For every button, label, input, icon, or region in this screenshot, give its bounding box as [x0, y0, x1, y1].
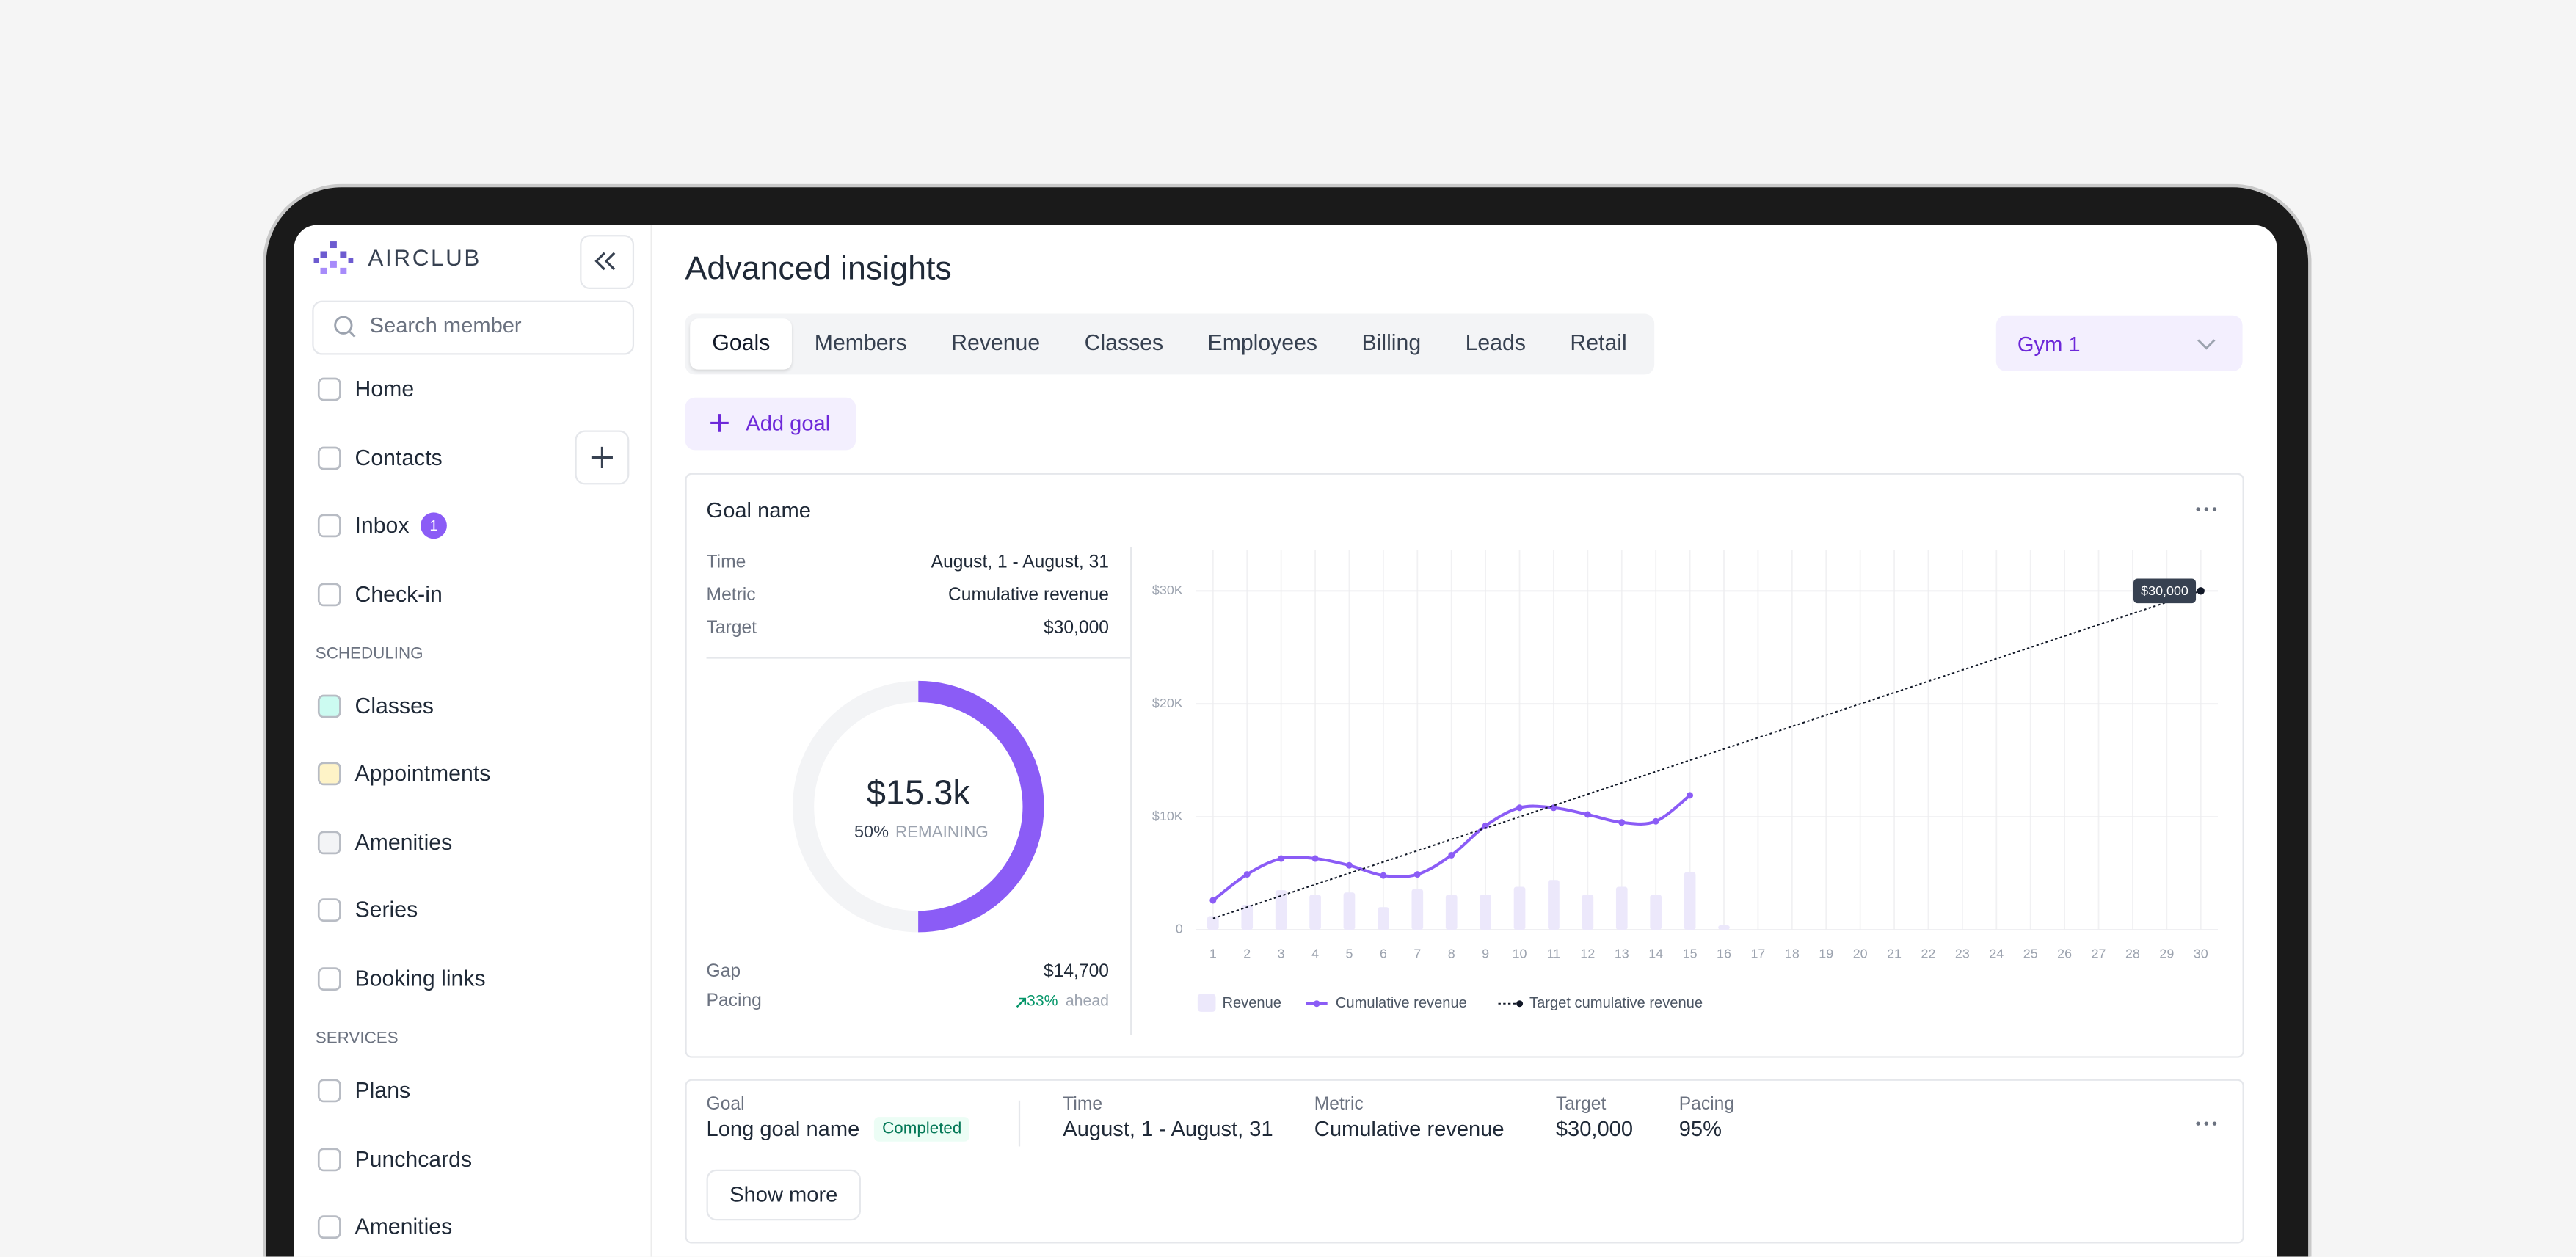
- pacing-label: Pacing: [706, 991, 762, 1011]
- add-goal-label: Add goal: [746, 410, 831, 436]
- search-box[interactable]: [312, 300, 635, 355]
- nav-item[interactable]: Amenities: [354, 1214, 453, 1239]
- field-value: $30,000: [1555, 1116, 1634, 1141]
- nav-item[interactable]: Check-in: [354, 581, 443, 607]
- tab[interactable]: Retail: [1570, 329, 1627, 355]
- status-badge: Completed: [873, 1117, 970, 1142]
- detail-label: Metric: [706, 586, 756, 605]
- detail-label: Target: [706, 618, 757, 638]
- show-more-button[interactable]: [706, 1169, 861, 1221]
- nav-item[interactable]: Inbox: [354, 512, 410, 538]
- page-title: Advanced insights: [685, 251, 952, 288]
- detail-value: Cumulative revenue: [947, 586, 1109, 605]
- divider: [1018, 1100, 1021, 1147]
- add-contact-button[interactable]: [575, 430, 630, 485]
- divider: [706, 657, 1131, 659]
- nav-item[interactable]: Plans: [354, 1078, 411, 1103]
- field-value: 95%: [1678, 1116, 1722, 1141]
- tab-bar: Goals Members Revenue Classes Employees Billi…: [685, 313, 1654, 375]
- pacing-note: ahead: [1065, 992, 1109, 1011]
- tab[interactable]: Members: [814, 329, 907, 355]
- field-value: August, 1 - August, 31: [1063, 1116, 1273, 1141]
- field-label: Goal: [706, 1094, 745, 1115]
- section-title: SCHEDULING: [315, 645, 423, 664]
- divider: [1130, 547, 1132, 1035]
- nav-item[interactable]: Home: [354, 376, 415, 401]
- tab[interactable]: Goals: [690, 318, 793, 370]
- detail-label: Time: [706, 553, 746, 573]
- show-more-label: Show more: [729, 1181, 838, 1207]
- tab[interactable]: Revenue: [951, 329, 1041, 355]
- nav-item[interactable]: Booking links: [354, 966, 486, 991]
- field-value: Cumulative revenue: [1314, 1116, 1505, 1141]
- field-label: Time: [1063, 1094, 1103, 1115]
- tab[interactable]: Billing: [1361, 329, 1422, 355]
- goal-card-title: Goal name: [706, 498, 811, 522]
- section-title: SERVICES: [315, 1030, 399, 1049]
- nav-item[interactable]: Contacts: [354, 445, 443, 470]
- nav-item[interactable]: Classes: [354, 693, 434, 718]
- field-label: Target: [1555, 1094, 1607, 1115]
- nav-item[interactable]: Amenities: [354, 830, 453, 855]
- sidebar: [294, 225, 652, 1257]
- detail-value: August, 1 - August, 31: [931, 553, 1109, 573]
- location-label: Gym 1: [2017, 332, 2081, 357]
- collapse-button[interactable]: [580, 235, 635, 289]
- gap-label: Gap: [706, 961, 741, 982]
- detail-value: $30,000: [1043, 618, 1109, 638]
- nav-item[interactable]: Punchcards: [354, 1147, 473, 1172]
- tab[interactable]: Classes: [1084, 329, 1164, 355]
- goal-card: [685, 473, 2244, 1058]
- field-label: Metric: [1314, 1094, 1364, 1115]
- nav-item[interactable]: Appointments: [354, 760, 491, 786]
- tab[interactable]: Employees: [1207, 329, 1318, 355]
- goal-row-card: [685, 1079, 2244, 1244]
- tab[interactable]: Leads: [1465, 329, 1526, 355]
- gap-value: $14,700: [1043, 961, 1109, 982]
- field-value: Long goal name: [706, 1116, 860, 1141]
- pacing-value: 33%: [1027, 992, 1058, 1011]
- field-label: Pacing: [1678, 1094, 1735, 1115]
- nav-item[interactable]: Series: [354, 897, 418, 922]
